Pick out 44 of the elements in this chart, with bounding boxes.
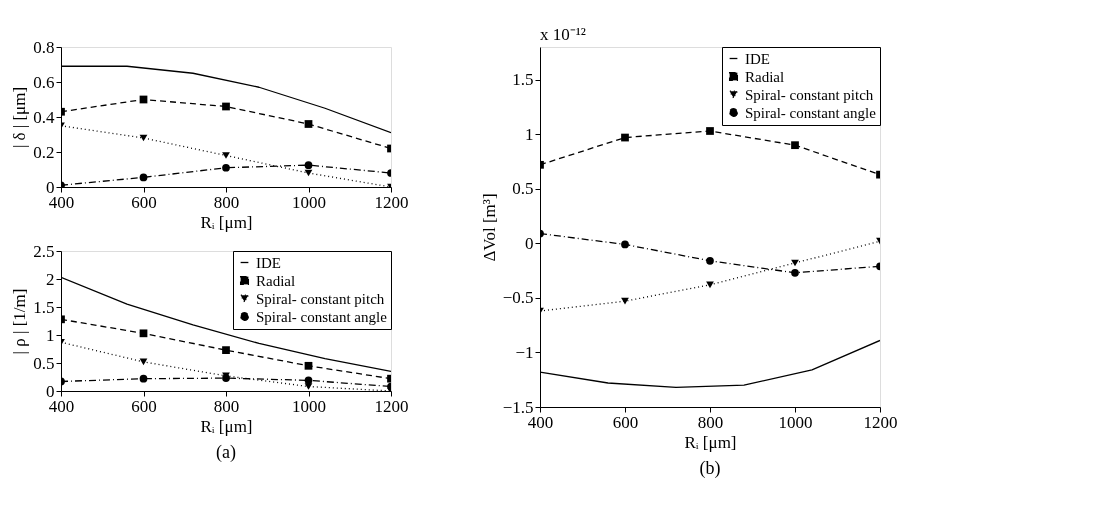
x-tick-label: 1000 <box>292 396 326 416</box>
x-tick-label: 1000 <box>778 412 813 432</box>
legend-label: Radial <box>256 272 296 289</box>
legend-label: IDE <box>256 254 281 271</box>
x-tick-label: 1200 <box>374 192 409 212</box>
x-tick-label: 1200 <box>863 412 898 432</box>
x-tick-label: 600 <box>131 396 157 416</box>
x-tick-label: 1000 <box>292 192 326 212</box>
y-tick-label: 0.2 <box>33 142 55 162</box>
x-tick-label: 800 <box>697 412 724 432</box>
x-tick-label: 600 <box>131 192 157 212</box>
y-tick-label: −1 <box>515 342 534 362</box>
text: x 10⁻¹² <box>540 25 586 44</box>
y-tick-label: 2 <box>46 269 55 289</box>
x-axis-title: Rᵢ [μm] <box>684 432 737 452</box>
x-axis-title: Rᵢ [μm] <box>200 416 253 436</box>
legend-label: Spiral- constant angle <box>256 308 388 325</box>
legend-label: Spiral- constant pitch <box>745 86 874 103</box>
legend-label: Spiral- constant angle <box>745 104 877 121</box>
y-tick-label: 0.8 <box>33 37 55 57</box>
y-tick-label: −0.5 <box>502 288 534 308</box>
y-tick-label: 0.5 <box>512 179 534 199</box>
y-tick-label: 0.6 <box>33 72 55 92</box>
y-tick-label: 0.4 <box>33 107 55 127</box>
text: (a) <box>216 442 236 463</box>
y-axis-title: ΔVol [m³] <box>479 193 499 262</box>
y-tick-label: 0.5 <box>33 353 55 373</box>
y-tick-label: 0 <box>525 233 534 253</box>
y-axis-title: | ρ | [1/m] <box>10 288 30 355</box>
y-tick-label: 2.5 <box>33 241 55 261</box>
legend-label: Radial <box>745 68 785 85</box>
x-tick-label: 800 <box>213 396 240 416</box>
x-tick-label: 600 <box>612 412 639 432</box>
y-axis-title: | δ | [μm] <box>10 86 30 149</box>
text: (b) <box>699 458 721 479</box>
y-tick-label: 1 <box>46 325 55 345</box>
y-tick-label: 1.5 <box>512 70 534 90</box>
x-tick-label: 800 <box>213 192 240 212</box>
legend-label: IDE <box>745 50 770 67</box>
x-axis-title: Rᵢ [μm] <box>200 212 253 232</box>
legend-label: Spiral- constant pitch <box>256 290 385 307</box>
y-tick-label: 1 <box>525 124 534 144</box>
y-tick-label: 1.5 <box>33 297 55 317</box>
x-tick-label: 1200 <box>374 396 409 416</box>
